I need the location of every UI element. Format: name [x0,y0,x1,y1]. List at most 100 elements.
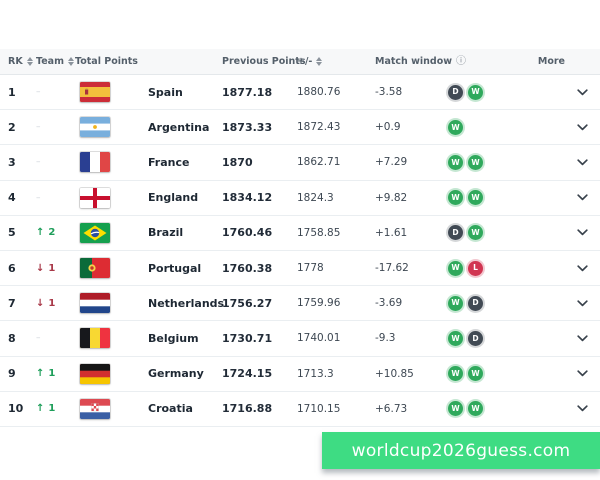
chevron-down-icon[interactable] [577,159,588,166]
rank-change-arrow-icon: ↑ [36,227,45,239]
flag-fr-icon [80,152,110,173]
match-result-badge: W [448,190,463,206]
rank-change: – [36,87,75,97]
rank-change-value: 1 [48,262,56,274]
rank-change-value: 1 [48,368,56,380]
previous-points: 1713.3 [297,367,334,380]
points-delta: +10.85 [375,367,414,380]
previous-points: 1872.43 [297,121,341,134]
previous-points: 1862.71 [297,156,341,169]
rank-change: ↑ 2 [36,227,75,238]
column-header-total-points: Total Points [75,56,222,67]
column-label: Total Points [75,56,138,67]
flag-en-icon [80,187,110,208]
flag-es-icon [80,82,110,103]
column-header-rank[interactable]: RK [8,56,36,67]
column-header-team[interactable]: Team [36,56,75,67]
match-result-badge: W [448,260,463,276]
points-delta: -9.3 [375,332,396,345]
rank-change-value: 1 [48,403,56,415]
match-result-badge: W [448,366,463,382]
total-points: 1716.88 [222,402,273,416]
chevron-down-icon[interactable] [577,124,588,131]
team-name: Netherlands [148,296,225,310]
total-points: 1834.12 [222,191,273,205]
more-cell [565,370,592,377]
rank-change-value: 2 [48,227,56,239]
more-cell [565,229,592,236]
flag-nl-icon [80,293,110,314]
match-window-results: W [448,119,565,135]
chevron-down-icon[interactable] [577,264,588,272]
rank-change: ↑ 1 [36,368,75,379]
rank-change: – [36,122,75,132]
rank-number: 9 [8,367,16,381]
chevron-down-icon[interactable] [577,229,588,236]
team-cell: Argentina [75,117,222,138]
team-name: England [148,191,199,205]
team-name: Portugal [148,261,202,275]
match-result-badge: D [468,295,483,311]
team-cell: Portugal [75,258,222,279]
team-cell: Brazil [75,222,222,243]
column-label: RK [8,56,23,67]
column-label: Team [36,56,64,67]
points-delta: -17.62 [375,262,409,275]
match-result-badge: W [448,154,463,170]
rank-number: 8 [8,331,16,345]
more-cell [565,264,592,272]
previous-points: 1880.76 [297,86,341,99]
promo-banner[interactable]: worldcup2026guess.com [322,432,600,469]
more-cell [565,335,592,342]
previous-points: 1710.15 [297,402,341,415]
total-points: 1870 [222,155,253,169]
sort-icon [26,57,33,66]
chevron-down-icon[interactable] [577,405,588,412]
rank-number: 6 [8,261,16,275]
match-result-badge: D [448,84,463,100]
chevron-down-icon[interactable] [577,300,588,307]
table-row[interactable]: 7 ↓ 1 Netherlands 1756.27 1759.96 -3.69 … [0,286,600,322]
chevron-down-icon[interactable] [577,370,588,377]
rank-number: 7 [8,296,16,310]
rank-change: ↑ 1 [36,403,75,414]
column-header-more: More [448,56,565,67]
table-row[interactable]: 2 – Argentina 1873.33 1872.43 +0.9 W [0,110,600,146]
rank-change-arrow-icon: ↑ [36,403,45,415]
points-delta: +7.29 [375,156,408,169]
match-result-badge: W [448,330,463,346]
more-cell [565,194,592,201]
column-label: +/- [297,56,313,67]
chevron-down-icon[interactable] [577,88,588,96]
info-icon[interactable]: ⓘ [456,55,467,67]
table-header: RK Team Total Points Previous Points +/-… [0,49,600,75]
rank-number: 4 [8,191,16,205]
rank-change: – [36,333,75,343]
team-cell: England [75,187,222,208]
previous-points: 1758.85 [297,226,341,239]
points-delta: +6.73 [375,402,408,415]
points-delta: +0.9 [375,121,401,134]
previous-points: 1824.3 [297,191,334,204]
match-result-badge: L [468,260,483,276]
team-cell: Netherlands [75,293,225,314]
total-points: 1730.71 [222,331,273,345]
team-cell: Spain [75,82,222,103]
column-header-delta[interactable]: +/- [297,56,375,67]
more-cell [565,159,592,166]
previous-points: 1740.01 [297,332,341,345]
chevron-down-icon[interactable] [577,194,588,201]
chevron-down-icon[interactable] [577,335,588,342]
